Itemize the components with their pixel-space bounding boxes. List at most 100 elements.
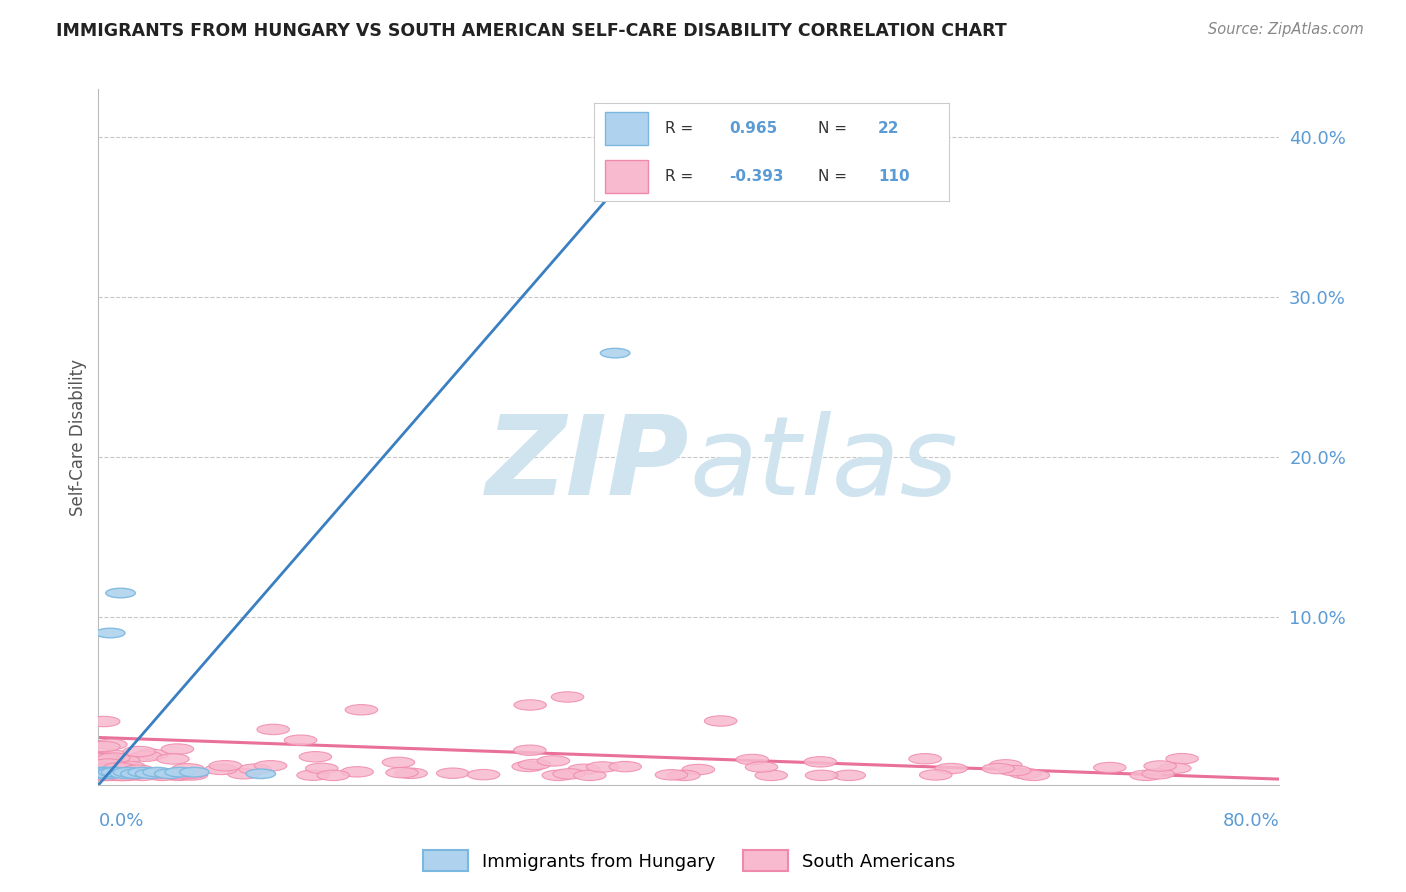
Ellipse shape	[806, 770, 838, 780]
Ellipse shape	[107, 755, 139, 765]
Ellipse shape	[135, 769, 165, 779]
Ellipse shape	[87, 753, 120, 764]
Ellipse shape	[1166, 754, 1198, 764]
Ellipse shape	[1094, 763, 1126, 772]
Text: atlas: atlas	[689, 411, 957, 518]
Ellipse shape	[93, 767, 122, 777]
Ellipse shape	[804, 756, 837, 767]
Ellipse shape	[129, 751, 162, 762]
Ellipse shape	[1017, 770, 1049, 780]
Ellipse shape	[127, 770, 159, 780]
Ellipse shape	[93, 759, 125, 769]
Ellipse shape	[84, 759, 117, 769]
Ellipse shape	[86, 753, 118, 764]
Text: 0.0%: 0.0%	[98, 812, 143, 830]
Ellipse shape	[755, 770, 787, 780]
Ellipse shape	[908, 754, 942, 764]
Ellipse shape	[704, 715, 737, 726]
Ellipse shape	[97, 753, 131, 764]
Ellipse shape	[436, 768, 470, 779]
Ellipse shape	[86, 763, 118, 773]
Ellipse shape	[107, 770, 139, 780]
Ellipse shape	[103, 770, 135, 780]
Ellipse shape	[112, 761, 145, 772]
Ellipse shape	[284, 735, 316, 746]
Ellipse shape	[98, 770, 131, 780]
Ellipse shape	[254, 761, 287, 771]
Ellipse shape	[87, 755, 120, 765]
Ellipse shape	[84, 754, 117, 764]
Ellipse shape	[519, 759, 551, 770]
Ellipse shape	[94, 739, 127, 749]
Ellipse shape	[105, 770, 139, 780]
Ellipse shape	[541, 770, 575, 780]
Ellipse shape	[89, 770, 121, 780]
Ellipse shape	[832, 770, 866, 780]
Ellipse shape	[668, 770, 700, 780]
Ellipse shape	[513, 745, 546, 756]
Ellipse shape	[87, 769, 117, 779]
Ellipse shape	[385, 767, 418, 778]
Ellipse shape	[84, 768, 117, 778]
Ellipse shape	[1144, 761, 1177, 772]
Ellipse shape	[983, 764, 1015, 773]
Ellipse shape	[551, 692, 583, 702]
Ellipse shape	[142, 768, 174, 779]
Ellipse shape	[257, 724, 290, 735]
Ellipse shape	[745, 762, 778, 772]
Ellipse shape	[395, 768, 427, 779]
Ellipse shape	[156, 754, 190, 764]
Ellipse shape	[299, 752, 332, 762]
Ellipse shape	[101, 766, 134, 777]
Ellipse shape	[340, 766, 374, 777]
Ellipse shape	[90, 767, 120, 777]
Ellipse shape	[174, 768, 208, 779]
Ellipse shape	[143, 767, 173, 777]
Ellipse shape	[297, 770, 329, 780]
Text: 80.0%: 80.0%	[1223, 812, 1279, 830]
Ellipse shape	[682, 764, 714, 775]
Ellipse shape	[91, 756, 124, 766]
Ellipse shape	[609, 762, 641, 772]
Ellipse shape	[86, 767, 115, 777]
Ellipse shape	[655, 770, 688, 780]
Ellipse shape	[87, 767, 120, 777]
Ellipse shape	[735, 755, 769, 764]
Text: IMMIGRANTS FROM HUNGARY VS SOUTH AMERICAN SELF-CARE DISABILITY CORRELATION CHART: IMMIGRANTS FROM HUNGARY VS SOUTH AMERICA…	[56, 22, 1007, 40]
Ellipse shape	[90, 770, 122, 780]
Ellipse shape	[107, 767, 139, 777]
Ellipse shape	[107, 770, 139, 780]
Ellipse shape	[467, 770, 501, 780]
Ellipse shape	[107, 766, 139, 777]
Ellipse shape	[98, 767, 128, 777]
Ellipse shape	[553, 769, 585, 779]
Ellipse shape	[114, 767, 143, 777]
Ellipse shape	[87, 741, 120, 752]
Ellipse shape	[100, 763, 132, 772]
Ellipse shape	[91, 756, 124, 766]
Ellipse shape	[537, 756, 569, 766]
Ellipse shape	[1010, 768, 1042, 779]
Ellipse shape	[316, 770, 350, 780]
Ellipse shape	[117, 769, 149, 780]
Ellipse shape	[162, 770, 194, 780]
Ellipse shape	[990, 760, 1022, 770]
Ellipse shape	[305, 764, 337, 773]
Ellipse shape	[568, 764, 600, 774]
Ellipse shape	[515, 700, 547, 710]
Ellipse shape	[91, 770, 124, 780]
Ellipse shape	[110, 769, 139, 779]
Ellipse shape	[97, 750, 129, 761]
Ellipse shape	[935, 764, 967, 773]
Legend: Immigrants from Hungary, South Americans: Immigrants from Hungary, South Americans	[413, 841, 965, 880]
Ellipse shape	[239, 764, 271, 774]
Ellipse shape	[103, 763, 136, 773]
Ellipse shape	[101, 767, 134, 777]
Ellipse shape	[105, 588, 135, 598]
Ellipse shape	[101, 767, 131, 777]
Text: ZIP: ZIP	[485, 411, 689, 518]
Ellipse shape	[162, 744, 194, 755]
Ellipse shape	[91, 769, 121, 779]
Ellipse shape	[115, 767, 148, 778]
Ellipse shape	[574, 770, 606, 780]
